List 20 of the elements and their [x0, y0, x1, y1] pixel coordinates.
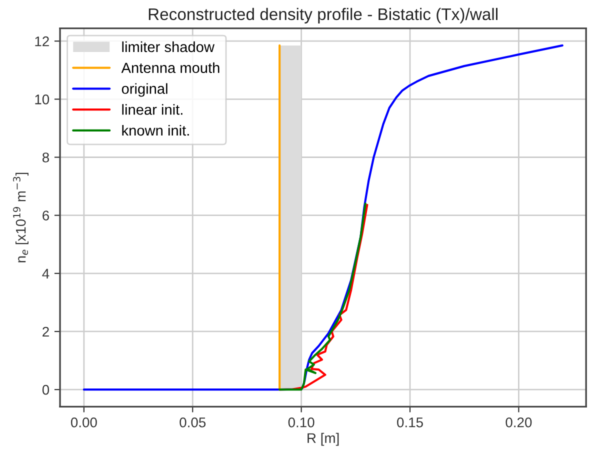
legend-label: linear init.	[122, 104, 182, 115]
x-axis-title: R [m]	[308, 432, 339, 446]
y-axis-title: n$_{e}$ [x10$^{19}$ m$^{−3}$]	[13, 172, 28, 262]
x-tick-label: 0.20	[506, 417, 532, 428]
chart-title: Reconstructed density profile - Bistatic (Tx)/wall	[148, 8, 498, 24]
legend-label: original	[122, 83, 168, 97]
y-tick-label: 4	[42, 268, 50, 278]
y-tick-label: 2	[42, 326, 49, 337]
y-tick-label: 8	[42, 152, 50, 162]
legend-label: Antenna mouth	[121, 62, 220, 74]
y-tick-label: 6	[42, 210, 49, 220]
x-tick-label: 0.05	[180, 417, 206, 428]
y-tick-label: 12	[35, 36, 49, 46]
y-tick-label: 10	[35, 94, 50, 104]
legend-label: known init.	[122, 124, 189, 136]
x-tick-label: 0.00	[70, 417, 97, 428]
x-tick-label: 0.10	[288, 417, 314, 428]
legend-label: limiter shadow	[122, 41, 215, 52]
x-tick-label: 0.15	[397, 417, 423, 428]
y-tick-label: 0	[42, 384, 50, 395]
